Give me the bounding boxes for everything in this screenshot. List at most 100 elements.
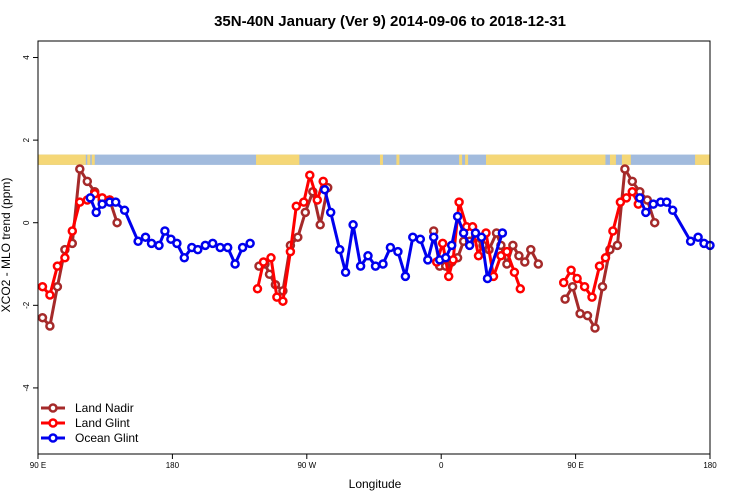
ocean-glint-point <box>355 261 366 271</box>
land-glint-point <box>67 226 78 236</box>
ocean-glint-point <box>207 238 218 249</box>
land-nadir-point <box>514 251 524 261</box>
land-nadir-point <box>567 281 578 292</box>
land-nadir-point <box>560 294 570 304</box>
land-nadir-point <box>520 257 530 267</box>
ocean-band <box>38 154 710 165</box>
land-segment <box>621 154 631 165</box>
land-glint-point <box>45 290 55 300</box>
land-glint-point <box>37 281 48 292</box>
land-glint-point <box>496 251 506 261</box>
ocean-glint-point <box>378 259 388 269</box>
land-glint-point <box>443 271 454 282</box>
land-glint-point <box>278 296 288 306</box>
land-glint-point <box>272 292 282 302</box>
land-nadir-point <box>45 321 55 331</box>
land-glint-point <box>608 226 618 236</box>
ocean-glint-point <box>119 205 130 216</box>
x-tick-label: 90 E <box>30 461 46 470</box>
land-nadir-point <box>620 164 630 174</box>
ocean-glint-point <box>140 232 151 242</box>
x-tick-label: 0 <box>439 461 444 470</box>
ocean-glint-point <box>325 207 336 218</box>
ocean-glint-point <box>237 242 248 253</box>
legend-item: Land Nadir <box>41 401 134 415</box>
ocean-glint-point <box>133 236 143 247</box>
ocean-glint-point <box>166 234 176 244</box>
land-glint-point <box>515 284 526 294</box>
land-nadir-point <box>75 164 85 174</box>
ocean-glint-point <box>685 236 696 247</box>
land-glint-point <box>312 195 323 205</box>
land-nadir-point <box>582 310 593 321</box>
land-glint-point <box>558 277 569 288</box>
y-tick-label: 2 <box>22 137 31 142</box>
land-nadir-point <box>590 323 600 333</box>
land-nadir-point <box>649 217 660 228</box>
land-glint-point <box>587 292 597 302</box>
ocean-glint-point <box>348 220 358 230</box>
series-layer <box>37 164 715 333</box>
ocean-glint-point <box>160 226 170 236</box>
ocean-glint-point <box>193 244 203 255</box>
ocean-glint-point <box>400 271 411 282</box>
ocean-glint-point <box>110 197 121 207</box>
ocean-glint-point <box>146 238 157 249</box>
land-nadir-point <box>52 281 63 292</box>
legend-label: Land Glint <box>75 416 130 430</box>
land-glint-point <box>579 281 590 292</box>
ocean-glint-point <box>428 232 439 242</box>
y-tick-label: -2 <box>22 301 31 309</box>
ocean-glint-point <box>393 246 403 257</box>
land-glint-point <box>621 193 632 203</box>
land-glint-point <box>473 251 484 261</box>
x-tick-label: 90 W <box>297 461 316 470</box>
legend-label: Ocean Glint <box>75 431 139 445</box>
land-nadir-point <box>293 232 303 242</box>
land-glint-point <box>572 273 582 284</box>
ocean-glint-point <box>363 251 373 261</box>
ocean-glint-point <box>385 242 396 253</box>
ocean-glint-point <box>85 193 96 203</box>
land-glint-point <box>437 238 448 249</box>
ocean-glint-point <box>635 193 645 203</box>
ocean-glint-point <box>464 240 475 251</box>
plot-frame <box>37 40 711 455</box>
ocean-glint-point <box>482 273 493 284</box>
land-band <box>38 154 710 165</box>
ocean-glint-point <box>200 240 211 251</box>
land-glint-point <box>299 197 309 207</box>
ocean-glint-point <box>172 238 182 249</box>
ocean-glint-point <box>91 207 101 218</box>
land-nadir-point <box>508 240 518 251</box>
land-segment <box>87 154 91 165</box>
ocean-glint-point <box>222 242 233 253</box>
x-axis-label: Longitude <box>349 477 402 491</box>
land-nadir-point <box>112 217 122 228</box>
land-nadir-point <box>627 176 638 187</box>
legend-swatch-marker <box>48 403 58 413</box>
ocean-glint-point <box>340 267 351 278</box>
ocean-glint-point <box>408 232 418 242</box>
ocean-glint-point <box>230 259 240 269</box>
land-segment <box>379 154 383 165</box>
ocean-glint-point <box>661 197 672 207</box>
ocean-glint-point <box>641 207 651 218</box>
ocean-glint-point <box>154 240 164 251</box>
ocean-glint-point <box>497 228 508 238</box>
ocean-glint-point <box>452 211 463 222</box>
y-axis: -4 -2 0 2 4 <box>22 55 38 391</box>
y-tick-label: 0 <box>22 220 31 225</box>
land-glint-point <box>448 255 458 265</box>
land-nadir-point <box>575 308 585 319</box>
ocean-glint-point <box>97 199 107 209</box>
ocean-glint-point <box>446 240 457 251</box>
legend-label: Land Nadir <box>75 401 134 415</box>
series-ocean-glint <box>85 184 715 284</box>
ocean-glint-line <box>88 197 251 266</box>
ocean-glint-point <box>693 232 703 242</box>
land-segment <box>91 154 95 165</box>
land-nadir-line <box>41 167 119 328</box>
ocean-glint-point <box>245 238 255 249</box>
